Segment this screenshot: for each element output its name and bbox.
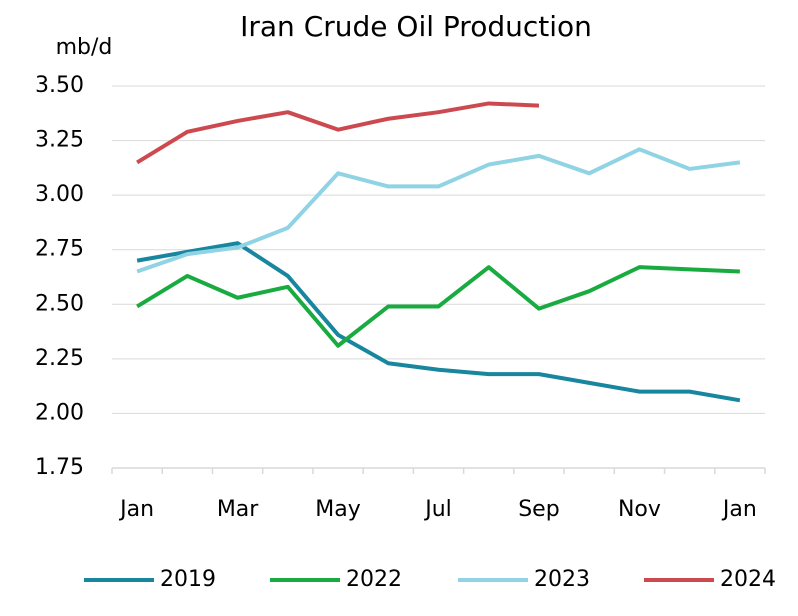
legend-label: 2024 bbox=[720, 567, 776, 592]
y-tick-label: 1.75 bbox=[35, 455, 84, 480]
x-tick-label: Mar bbox=[217, 497, 259, 522]
x-tick-label: Jan bbox=[118, 497, 154, 522]
x-tick-label: Jan bbox=[721, 497, 757, 522]
chart-title: Iran Crude Oil Production bbox=[240, 10, 592, 43]
series-line bbox=[136, 101, 540, 165]
series-line bbox=[136, 147, 741, 274]
y-tick-label: 3.25 bbox=[35, 128, 84, 153]
x-tick-label: May bbox=[315, 497, 360, 522]
x-tick-label: Sep bbox=[518, 497, 559, 522]
y-tick-label: 2.75 bbox=[35, 237, 84, 262]
y-axis-label: mb/d bbox=[56, 35, 113, 60]
x-tick-label: Jul bbox=[423, 497, 452, 522]
y-tick-label: 2.25 bbox=[35, 346, 84, 371]
y-tick-label: 2.00 bbox=[35, 400, 84, 425]
x-tick-label: Nov bbox=[618, 497, 661, 522]
legend-label: 2023 bbox=[534, 567, 590, 592]
series-line bbox=[136, 265, 740, 348]
y-tick-label: 3.50 bbox=[35, 73, 84, 98]
legend-label: 2019 bbox=[160, 567, 216, 592]
y-tick-label: 2.50 bbox=[35, 291, 84, 316]
series-line bbox=[136, 241, 741, 403]
y-tick-label: 3.00 bbox=[35, 182, 84, 207]
legend-label: 2022 bbox=[346, 567, 402, 592]
